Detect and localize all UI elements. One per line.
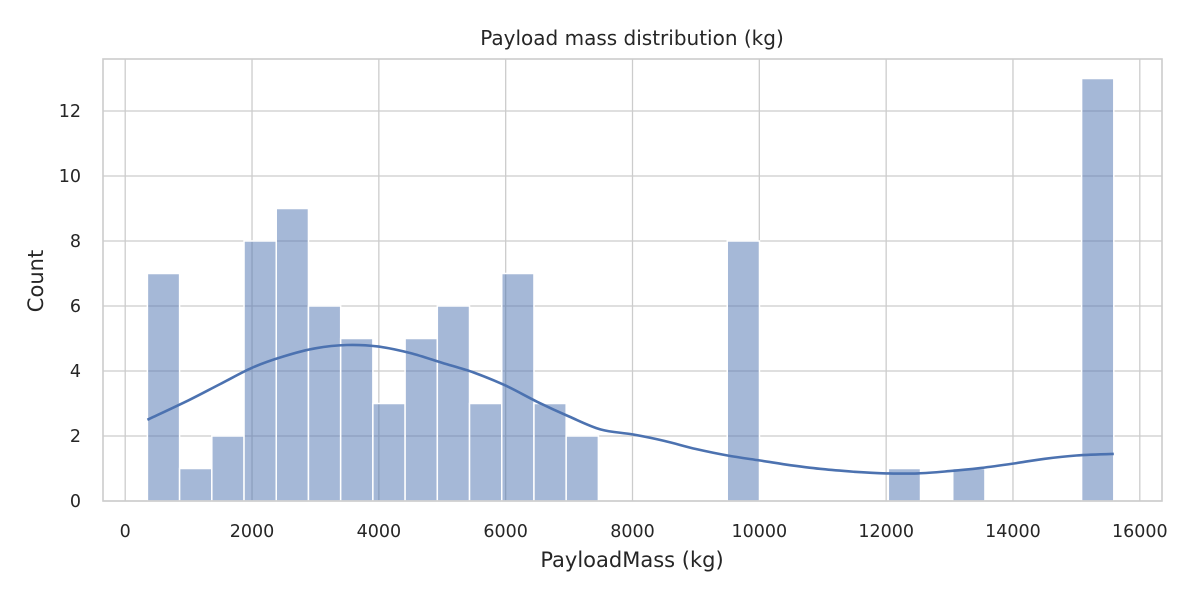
histogram-bar <box>951 467 986 502</box>
y-tick-label: 4 <box>70 362 81 382</box>
x-tick-label: 4000 <box>357 522 402 542</box>
x-tick-label: 2000 <box>230 522 275 542</box>
histogram-bar <box>307 305 342 502</box>
y-tick-label: 0 <box>70 492 81 512</box>
histogram-bar <box>243 240 277 502</box>
x-tick-label: 0 <box>120 522 131 542</box>
x-tick-label: 10000 <box>731 522 787 542</box>
histogram-bars <box>146 77 1115 502</box>
histogram-bar <box>1080 77 1115 502</box>
y-tick-label: 8 <box>70 232 81 252</box>
y-axis-ticks: 0 2 4 6 8 10 12 <box>59 102 81 512</box>
x-tick-label: 12000 <box>858 522 914 542</box>
plot-frame <box>102 58 1163 502</box>
chart-title: Payload mass distribution (kg) <box>480 26 784 50</box>
histogram-bar <box>726 240 761 502</box>
x-tick-label: 16000 <box>1112 522 1168 542</box>
x-tick-label: 6000 <box>483 522 528 542</box>
y-axis-label: Count <box>24 250 48 312</box>
x-tick-label: 8000 <box>610 522 655 542</box>
x-axis-ticks: 0 2000 4000 6000 8000 10000 12000 14000 16000 <box>120 522 1168 542</box>
y-tick-label: 10 <box>59 167 81 187</box>
y-tick-label: 12 <box>59 102 81 122</box>
histogram-bar <box>146 272 181 502</box>
y-tick-label: 6 <box>70 297 81 317</box>
kde-curve <box>146 343 1114 475</box>
histogram-bar <box>468 402 503 502</box>
y-tick-label: 2 <box>70 427 81 447</box>
x-tick-label: 14000 <box>985 522 1041 542</box>
x-axis-label: PayloadMass (kg) <box>540 548 723 572</box>
histogram-bar <box>339 337 374 502</box>
histogram-bar <box>565 435 600 502</box>
histogram-bar <box>404 337 439 502</box>
histogram-bar <box>436 305 471 502</box>
histogram-bar <box>533 402 567 502</box>
histogram-bar <box>372 402 406 502</box>
histogram-bar <box>178 467 213 502</box>
histogram-bar <box>211 435 245 502</box>
